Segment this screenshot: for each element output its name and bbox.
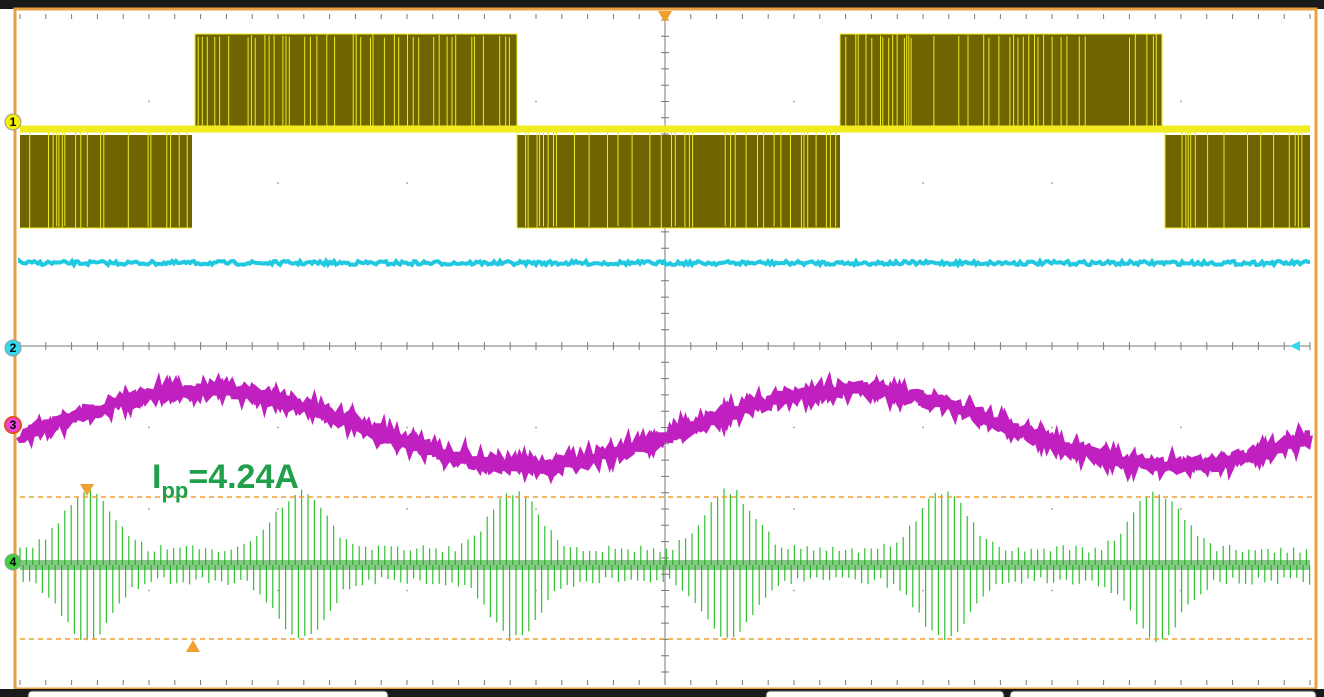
ch4-trace — [19, 488, 1311, 643]
channel-badge — [4, 339, 22, 357]
annotation-main: I — [152, 458, 161, 496]
channel-label: 3 — [10, 418, 17, 432]
status-box — [27, 690, 389, 697]
channel-2-offset — [1290, 341, 1300, 351]
channel-4-marker: 4 — [4, 553, 22, 571]
channel-1-marker: 1 — [4, 113, 22, 131]
bottom-bar — [0, 689, 1324, 697]
cursor-marker — [186, 640, 200, 652]
ch1-band — [840, 34, 1162, 130]
annotation-subscript: pp — [161, 478, 188, 503]
waveforms — [16, 33, 1313, 643]
channel-label: 4 — [10, 555, 17, 569]
top-bar — [0, 0, 1324, 9]
annotation: Ipp=4.24A — [152, 458, 299, 503]
ch2-trace — [18, 256, 1311, 269]
ch1-edges — [20, 33, 1310, 229]
ch1-band — [1165, 135, 1310, 228]
ch1-band — [20, 135, 192, 228]
channel-2-marker: 2 — [4, 339, 22, 357]
status-box — [1009, 690, 1317, 697]
ch3-trace — [16, 370, 1313, 485]
channel-3-marker: 3 — [4, 416, 22, 434]
annotation-value: =4.24A — [188, 458, 299, 496]
trigger-marker — [658, 11, 672, 23]
ch1-band — [517, 135, 840, 228]
cursor-marker — [80, 484, 94, 496]
status-box — [765, 690, 1005, 697]
channel-badge — [4, 553, 22, 571]
channel-badge — [4, 113, 22, 131]
channel-label: 2 — [10, 341, 17, 355]
channel-label: 1 — [10, 115, 17, 129]
channel-badge — [4, 416, 22, 434]
